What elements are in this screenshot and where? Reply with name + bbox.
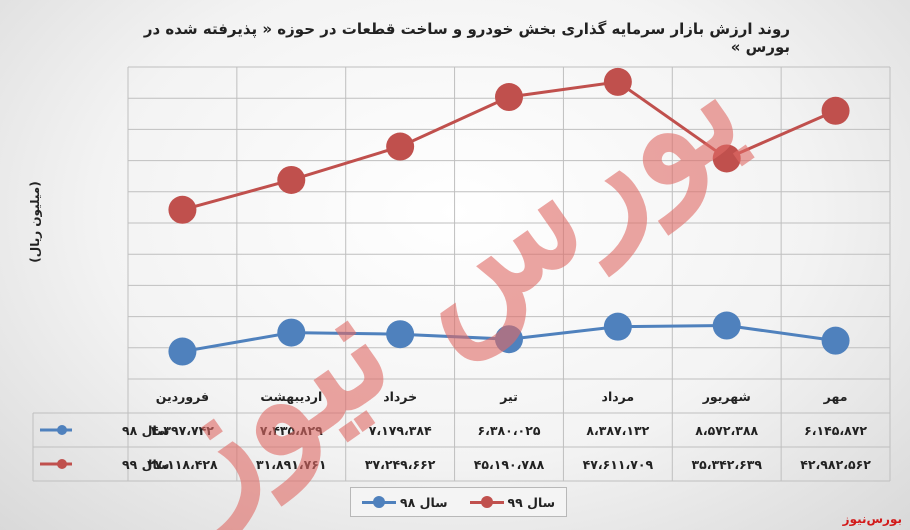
legend-marker-s99: [469, 496, 504, 508]
data-label: ۴،۳۹۷،۷۴۲: [151, 423, 214, 438]
data-point-s99: [603, 67, 632, 96]
category-label: تیر: [499, 389, 518, 404]
data-point-s99: [712, 144, 741, 173]
watermark-text: بورس نیوز: [119, 16, 773, 530]
data-label: ۳۱،۸۹۱،۷۶۱: [256, 457, 327, 472]
watermark: بورس نیوز: [119, 16, 773, 530]
category-label: فروردین: [156, 389, 209, 404]
category-label: اردیبهشت: [260, 389, 322, 404]
data-label: ۷،۴۳۵،۸۲۹: [260, 423, 323, 438]
table-row-label: سال ۹۸: [122, 423, 169, 438]
series-lines: [168, 67, 850, 366]
data-point-s98: [603, 312, 632, 341]
data-label: ۲۷،۱۱۸،۴۲۸: [147, 457, 218, 472]
data-table: فروردین اردیبهشت خرداد تیر مرداد شهریور مهر سال…: [32, 378, 891, 482]
table-row-label: سال ۹۹: [122, 457, 169, 472]
category-label: مرداد: [602, 389, 635, 404]
legend: سال ۹۹ سال ۹۸: [350, 487, 567, 517]
chart-title: روند ارزش بازار سرمایه گذاری بخش خودرو و…: [143, 20, 790, 56]
data-point-s99: [277, 165, 306, 194]
data-label: ۴۲،۹۸۲،۵۶۲: [800, 457, 871, 472]
category-label: خرداد: [383, 389, 417, 404]
data-point-s99: [495, 83, 523, 112]
data-label: ۴۷،۶۱۱،۷۰۹: [583, 457, 654, 472]
data-point-s99: [386, 132, 415, 161]
data-label: ۸،۵۷۲،۳۸۸: [695, 423, 758, 438]
table-row-marker-dot: [57, 459, 67, 469]
data-point-s99: [168, 195, 197, 224]
data-label: ۷،۱۷۹،۳۸۴: [369, 423, 432, 438]
data-point-s98: [821, 326, 850, 355]
data-label: ۳۵،۳۴۲،۶۳۹: [691, 457, 762, 472]
data-point-s98: [277, 318, 306, 347]
legend-marker-s98: [362, 496, 397, 508]
table-row-marker-dot: [57, 425, 67, 435]
data-label: ۶،۳۸۰،۰۲۵: [478, 423, 541, 438]
data-label: ۴۵،۱۹۰،۷۸۸: [474, 457, 545, 472]
data-point-s98: [495, 325, 523, 354]
category-label: مهر: [823, 389, 848, 404]
category-label: شهریور: [702, 389, 751, 404]
data-point-s99: [821, 96, 850, 125]
legend-label-s98: سال ۹۸: [400, 494, 448, 510]
data-label: ۳۷،۲۴۹،۶۶۲: [365, 457, 436, 472]
data-point-s98: [168, 337, 197, 366]
legend-item-s98: سال ۹۸: [362, 495, 447, 510]
legend-label-s99: سال ۹۹: [507, 494, 555, 510]
data-point-s98: [712, 311, 741, 340]
legend-item-s99: سال ۹۹: [469, 494, 555, 510]
data-label: ۸،۳۸۷،۱۳۲: [586, 423, 649, 438]
data-point-s98: [386, 320, 415, 349]
data-label: ۶،۱۴۵،۸۷۲: [804, 423, 867, 438]
brand-logo-text: بورس‌نیوز: [842, 512, 902, 526]
